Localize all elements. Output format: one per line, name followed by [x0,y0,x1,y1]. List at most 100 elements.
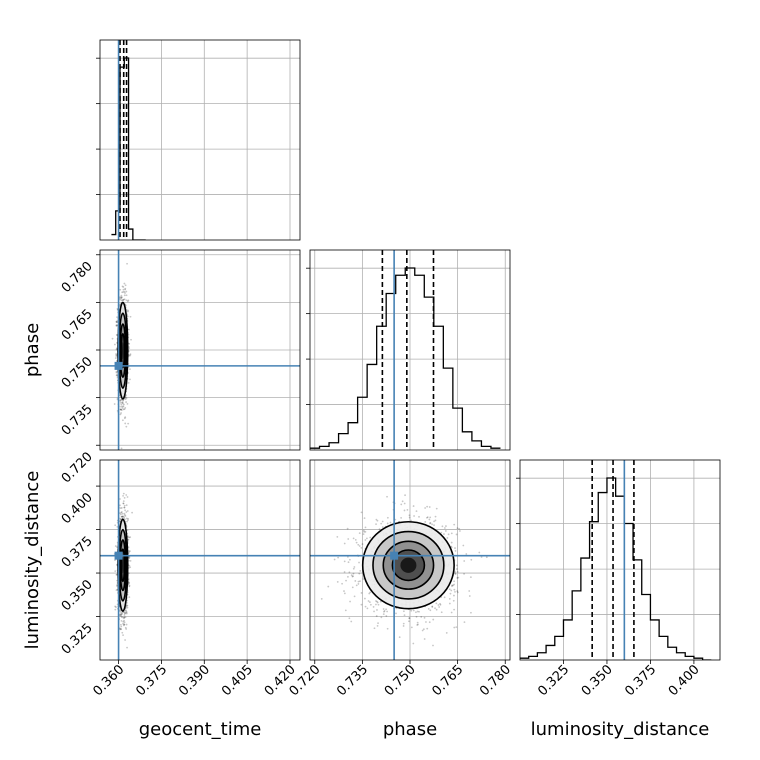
sample-point [350,620,353,623]
sample-point [115,606,117,608]
sample-point [343,590,345,592]
sample-point [122,492,125,495]
sample-point [377,603,380,606]
sample-point [123,623,126,626]
sample-point [128,584,131,587]
sample-point [120,405,122,408]
sample-point [119,614,122,617]
sample-point [463,560,466,562]
sample-point [386,495,388,498]
sample-point [376,624,379,627]
sample-point [417,623,419,626]
sample-point [408,617,411,620]
sample-point [480,556,483,558]
sample-point [432,618,435,621]
sample-point [421,629,424,632]
sample-point [344,609,347,612]
sample-point [128,347,131,350]
sample-point [453,523,456,526]
sample-point [353,595,356,598]
sample-point [122,298,125,301]
sample-point [426,516,429,519]
sample-point [121,407,124,409]
sample-point [121,511,123,513]
sample-point [121,515,124,518]
sample-point [443,533,445,535]
sample-point [124,416,127,419]
sample-point [453,583,455,586]
sample-point [122,408,125,411]
sample-point [129,378,131,381]
sample-point [408,514,411,517]
sample-point [372,606,375,608]
sample-point [131,511,133,514]
y-tick-label: 0.350 [59,577,96,614]
y-tick-label: 0.400 [59,490,96,527]
sample-point [120,611,122,614]
sample-point [358,545,361,547]
sample-point [363,530,365,533]
sample-point [453,588,456,591]
sample-point [450,532,453,535]
axes-frame [309,249,511,451]
sample-point [463,572,465,575]
sample-point [129,550,131,552]
y-tick-label: 0.735 [59,402,96,439]
sample-point [337,556,340,559]
sample-point [122,405,125,408]
sample-point [368,601,371,604]
sample-point [121,291,124,294]
panel-hist-geocent_time [96,39,301,241]
sample-point [122,288,125,291]
sample-point [377,622,379,625]
sample-point [121,405,124,408]
sample-point [120,297,123,300]
sample-point [120,615,123,618]
sample-point [125,517,128,520]
sample-point [455,626,458,629]
sample-point [359,580,361,583]
sample-point [125,294,128,297]
sample-point [401,500,404,503]
sample-point [123,611,126,613]
sample-point [119,517,121,520]
sample-point [412,505,415,507]
sample-point [418,610,420,613]
panel-hist-luminosity_distance [516,459,721,661]
sample-point [120,507,123,509]
sample-point [445,632,448,634]
sample-point [115,321,118,323]
sample-point [123,616,126,619]
sample-point [121,512,124,515]
sample-point [124,422,127,425]
sample-point [369,591,372,594]
sample-point [395,612,397,615]
sample-point [122,403,125,406]
sample-point [347,575,349,578]
sample-point [373,627,376,630]
sample-point [128,354,130,357]
sample-point [358,561,360,564]
sample-point [437,604,440,606]
sample-point [129,368,131,371]
sample-point [415,611,417,614]
sample-point [123,294,126,297]
sample-point [431,605,434,608]
sample-point [416,624,419,626]
sample-point [386,627,389,630]
sample-point [120,398,123,401]
sample-point [125,612,128,615]
sample-point [125,623,128,626]
sample-point [119,408,122,411]
sample-point [120,628,123,630]
sample-point [355,541,358,544]
x-axis-label-phase: phase [383,719,437,740]
sample-point [120,613,123,616]
sample-point [375,523,377,526]
sample-point [400,516,403,519]
sample-point [403,502,406,505]
sample-point [122,500,125,503]
contour-line [120,332,126,369]
sample-point [119,610,122,613]
sample-point [406,508,409,511]
